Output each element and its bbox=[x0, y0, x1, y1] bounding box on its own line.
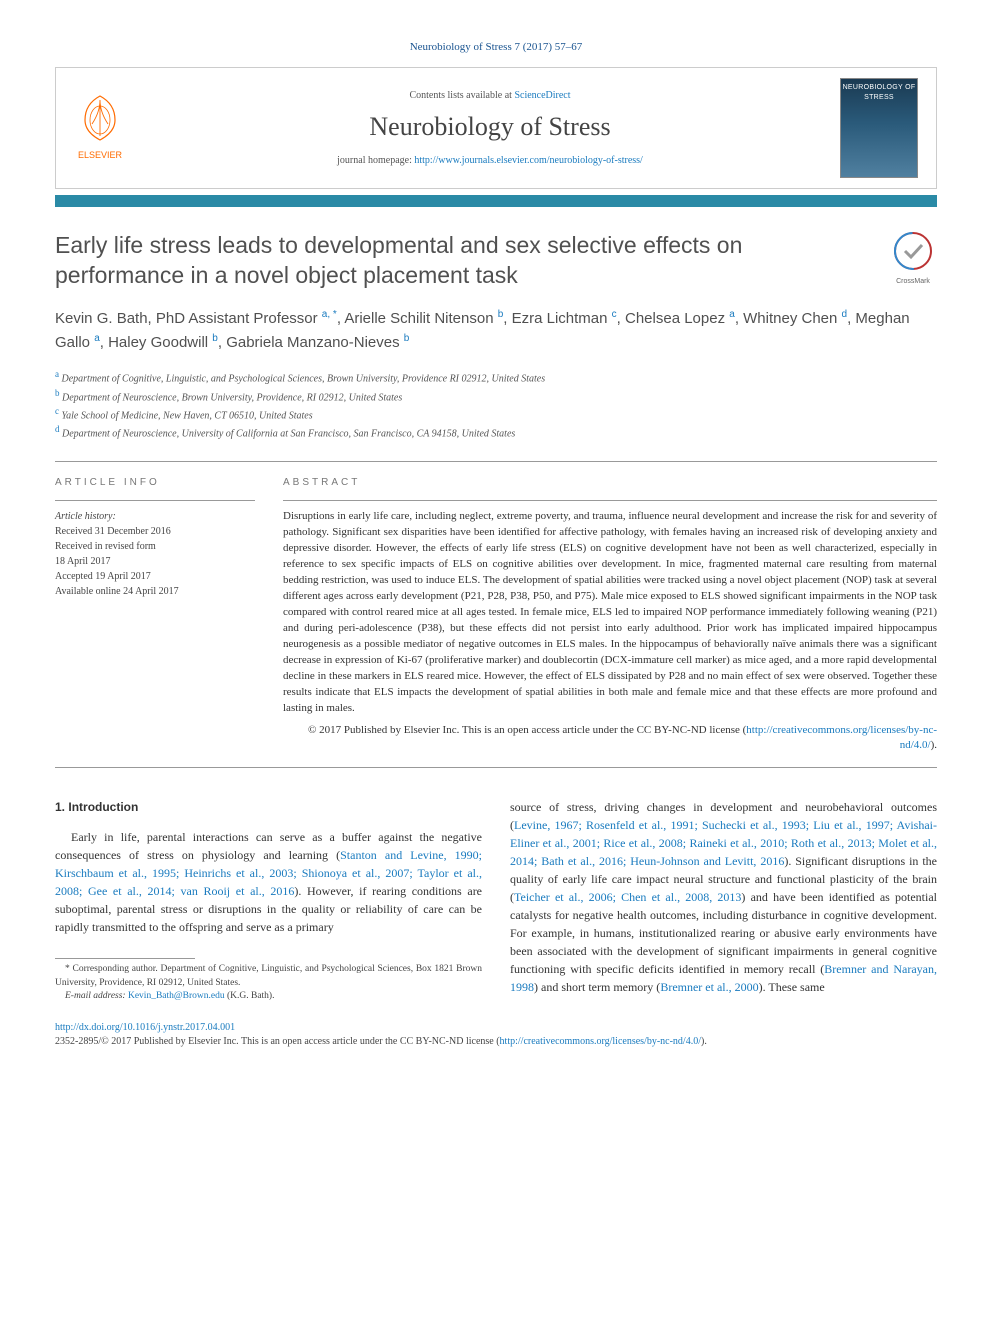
affiliation-line: c Yale School of Medicine, New Haven, CT… bbox=[55, 405, 937, 423]
email-link[interactable]: Kevin_Bath@Brown.edu bbox=[128, 991, 225, 1001]
homepage-link[interactable]: http://www.journals.elsevier.com/neurobi… bbox=[414, 155, 642, 166]
abstract-text: Disruptions in early life care, includin… bbox=[283, 509, 937, 716]
affiliation-line: a Department of Cognitive, Linguistic, a… bbox=[55, 368, 937, 386]
doi-link[interactable]: http://dx.doi.org/10.1016/j.ynstr.2017.0… bbox=[55, 1022, 235, 1033]
body-column-left: 1. Introduction Early in life, parental … bbox=[55, 798, 482, 1003]
intro-paragraph-1: Early in life, parental interactions can… bbox=[55, 828, 482, 936]
journal-cover-thumbnail: NEUROBIOLOGY OF STRESS bbox=[840, 78, 918, 178]
article-info-heading: ARTICLE INFO bbox=[55, 476, 255, 490]
publisher-logo: ELSEVIER bbox=[70, 92, 140, 165]
masthead: ELSEVIER Contents lists available at Sci… bbox=[55, 67, 937, 189]
history-line: Available online 24 April 2017 bbox=[55, 584, 255, 599]
contents-available: Contents lists available at ScienceDirec… bbox=[140, 89, 840, 103]
body-column-right: source of stress, driving changes in dev… bbox=[510, 798, 937, 1003]
citation-link[interactable]: Bremner et al., 2000 bbox=[660, 980, 758, 994]
article-history: Article history: Received 31 December 20… bbox=[55, 509, 255, 599]
citation-link[interactable]: Teicher et al., 2006; Chen et al., 2008,… bbox=[514, 890, 741, 904]
history-line: 18 April 2017 bbox=[55, 554, 255, 569]
journal-homepage: journal homepage: http://www.journals.el… bbox=[140, 154, 840, 168]
history-line: Received in revised form bbox=[55, 539, 255, 554]
corresponding-author-footnote: * Corresponding author. Department of Co… bbox=[55, 963, 482, 990]
teal-divider-bar bbox=[55, 195, 937, 207]
section-heading-introduction: 1. Introduction bbox=[55, 798, 482, 816]
history-line: Accepted 19 April 2017 bbox=[55, 569, 255, 584]
affiliations-list: a Department of Cognitive, Linguistic, a… bbox=[55, 368, 937, 441]
history-line: Received 31 December 2016 bbox=[55, 524, 255, 539]
abstract-heading: ABSTRACT bbox=[283, 476, 937, 490]
header-citation: Neurobiology of Stress 7 (2017) 57–67 bbox=[55, 40, 937, 55]
abstract-copyright: © 2017 Published by Elsevier Inc. This i… bbox=[283, 723, 937, 754]
journal-name: Neurobiology of Stress bbox=[140, 109, 840, 145]
license-link[interactable]: http://creativecommons.org/licenses/by-n… bbox=[746, 724, 937, 751]
crossmark-badge[interactable]: CrossMark bbox=[889, 231, 937, 286]
authors-list: Kevin G. Bath, PhD Assistant Professor a… bbox=[55, 307, 937, 354]
article-title: Early life stress leads to developmental… bbox=[55, 231, 869, 291]
email-footnote: E-mail address: Kevin_Bath@Brown.edu (K.… bbox=[55, 990, 482, 1003]
footer-block: http://dx.doi.org/10.1016/j.ynstr.2017.0… bbox=[55, 1021, 937, 1049]
footer-license-link[interactable]: http://creativecommons.org/licenses/by-n… bbox=[500, 1036, 701, 1047]
sciencedirect-link[interactable]: ScienceDirect bbox=[514, 90, 570, 101]
intro-paragraph-1-cont: source of stress, driving changes in dev… bbox=[510, 798, 937, 996]
affiliation-line: b Department of Neuroscience, Brown Univ… bbox=[55, 387, 937, 405]
svg-text:ELSEVIER: ELSEVIER bbox=[78, 150, 123, 160]
affiliation-line: d Department of Neuroscience, University… bbox=[55, 423, 937, 441]
